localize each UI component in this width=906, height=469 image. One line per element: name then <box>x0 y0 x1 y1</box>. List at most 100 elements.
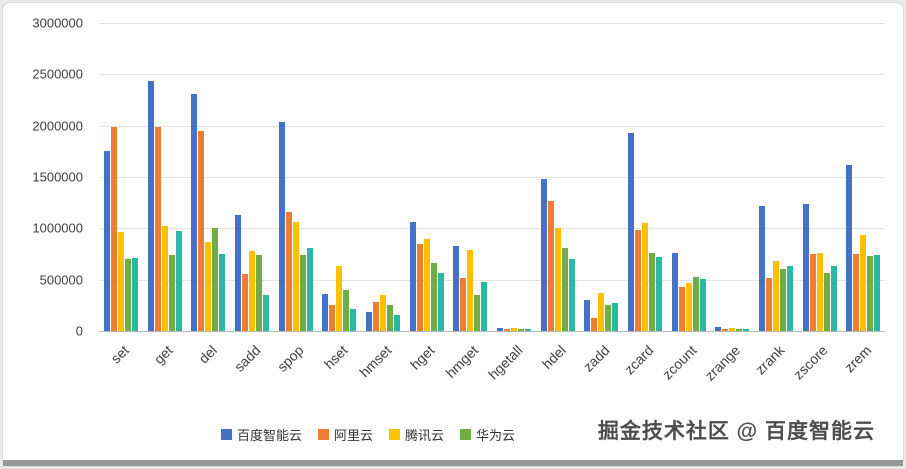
bar <box>474 295 481 331</box>
bar <box>591 317 598 331</box>
bar <box>131 258 138 331</box>
x-axis-label: zcard <box>620 342 657 378</box>
bar <box>540 179 547 331</box>
bar <box>503 328 510 331</box>
gridline <box>99 74 885 76</box>
bar-group <box>579 23 623 331</box>
bar <box>154 126 161 331</box>
bar <box>481 281 488 331</box>
bar <box>147 80 154 331</box>
bar <box>853 254 860 331</box>
bar <box>365 311 372 331</box>
bar-group <box>536 23 580 331</box>
bar-group <box>317 23 361 331</box>
x-axis-label: hset <box>320 342 351 373</box>
bar <box>715 326 722 331</box>
bar-group <box>99 23 143 331</box>
x-axis-label: zadd <box>579 342 613 375</box>
bar-group <box>186 23 230 331</box>
y-axis-tick-label: 1500000 <box>32 169 83 185</box>
bar <box>336 266 343 331</box>
bar <box>460 277 467 331</box>
bar <box>605 305 612 331</box>
x-axis-cell: del <box>186 334 230 404</box>
y-axis-tick-label: 500000 <box>39 272 83 288</box>
bar <box>612 303 619 331</box>
bar <box>453 245 460 331</box>
bar <box>329 305 336 331</box>
bar <box>241 273 248 331</box>
bar-group <box>798 23 842 331</box>
plot-area <box>99 23 885 332</box>
bar <box>175 231 182 331</box>
legend-item: 百度智能云 <box>220 425 302 444</box>
bar <box>437 272 444 331</box>
x-axis-cell: set <box>99 334 143 404</box>
watermark-text: 掘金技术社区 @ 百度智能云 <box>597 420 875 443</box>
x-axis-cell: hmset <box>356 334 405 404</box>
legend-swatch <box>389 429 400 440</box>
bar <box>786 266 793 331</box>
gridlines <box>99 23 885 331</box>
legend-label: 腾讯云 <box>405 428 445 443</box>
gridline <box>99 279 885 281</box>
y-axis-tick-label: 2500000 <box>32 66 83 82</box>
bar <box>823 272 830 331</box>
x-axis-cell: zrange <box>702 334 754 404</box>
bar <box>219 254 226 331</box>
gridline <box>99 23 885 24</box>
bar-group <box>230 23 274 331</box>
bar <box>568 259 575 331</box>
bar <box>234 215 241 331</box>
bar <box>379 295 386 331</box>
bar <box>554 228 561 331</box>
bar <box>517 328 524 331</box>
x-axis-label: spop <box>274 342 307 375</box>
bar-group <box>710 23 754 331</box>
bar <box>867 256 874 331</box>
bar <box>809 254 816 331</box>
legend-label: 阿里云 <box>333 428 373 443</box>
y-axis: 3000000 2500000 2000000 1500000 1000000 50000… <box>3 16 91 339</box>
bar <box>561 247 568 331</box>
bar <box>729 327 736 331</box>
x-axis-cell: zrem <box>841 334 885 404</box>
x-axis-label: hmget <box>442 342 482 381</box>
bar <box>860 234 867 331</box>
legend-item: 阿里云 <box>317 425 373 444</box>
bar <box>191 93 198 331</box>
y-axis-tick-label: 2000000 <box>32 118 83 134</box>
bar-group <box>754 23 798 331</box>
legend-swatch <box>220 429 232 440</box>
bar <box>699 278 706 331</box>
bar <box>779 269 786 331</box>
bar <box>524 328 531 331</box>
bar-group <box>274 23 318 331</box>
x-axis-label: hdel <box>538 342 569 373</box>
bar <box>641 223 648 331</box>
bar <box>816 253 823 331</box>
bar <box>758 205 765 331</box>
bar <box>409 222 416 331</box>
legend-label: 百度智能云 <box>236 428 302 443</box>
bar <box>393 314 400 331</box>
bar <box>598 293 605 331</box>
legend-item: 华为云 <box>460 425 515 444</box>
x-axis: set get del sadd spop hset hmset hget hmget hgeta… <box>99 334 885 404</box>
bar <box>255 255 262 331</box>
bar <box>205 241 212 331</box>
bar <box>772 261 779 331</box>
bar <box>547 200 554 331</box>
bar <box>655 257 662 331</box>
x-axis-cell: hset <box>317 334 361 404</box>
x-axis-label: set <box>107 342 133 367</box>
bar-group <box>361 23 405 331</box>
bar <box>168 255 175 331</box>
x-axis-label: get <box>150 342 176 368</box>
legend: 百度智能云 阿里云 腾讯云 华为云 <box>3 425 903 444</box>
bar-group <box>841 23 885 331</box>
x-axis-label: zrank <box>751 342 788 378</box>
bar <box>874 255 881 331</box>
bar-group <box>492 23 536 331</box>
bar <box>343 289 350 331</box>
